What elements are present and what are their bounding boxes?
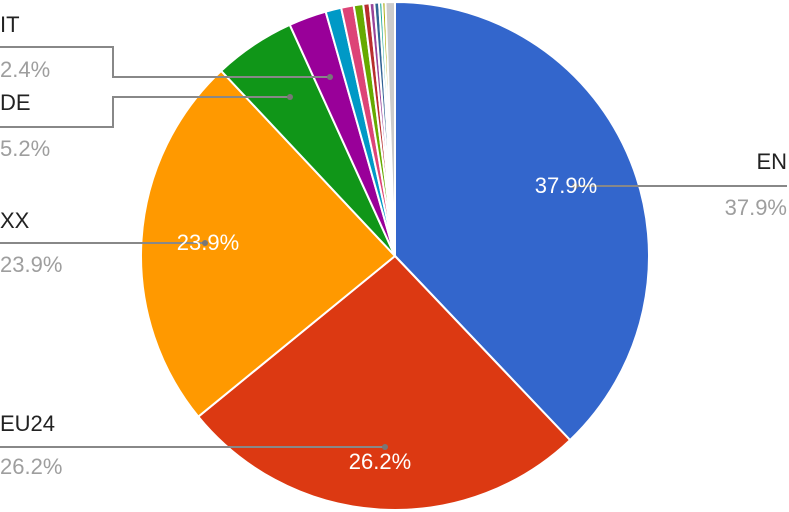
pie-slice	[140, 69, 397, 419]
legend-label: XX	[0, 208, 30, 233]
leader-dot	[327, 74, 333, 80]
inside-value-label: 37.9%	[535, 173, 597, 198]
pie-slice	[384, 0, 396, 257]
leader-dot	[287, 94, 293, 100]
leader-line	[0, 96, 290, 128]
leader-dot	[572, 183, 578, 189]
outside-value-label: 2.4%	[0, 57, 50, 82]
legend-label: DE	[0, 90, 31, 115]
pie-slice	[394, 0, 650, 442]
outside-value-label: 37.9%	[725, 195, 787, 220]
outside-value-label: 5.2%	[0, 136, 50, 161]
legend-label: IT	[0, 12, 20, 37]
leader-line	[0, 46, 330, 78]
leader-dot	[382, 444, 388, 450]
legend-label: EU24	[0, 411, 55, 436]
legend-label: EN	[756, 149, 787, 174]
inside-value-label: 23.9%	[177, 230, 239, 255]
outside-value-label: 23.9%	[0, 252, 62, 277]
inside-value-label: 26.2%	[349, 449, 411, 474]
outside-value-label: 26.2%	[0, 454, 62, 479]
leader-dot	[202, 240, 208, 246]
